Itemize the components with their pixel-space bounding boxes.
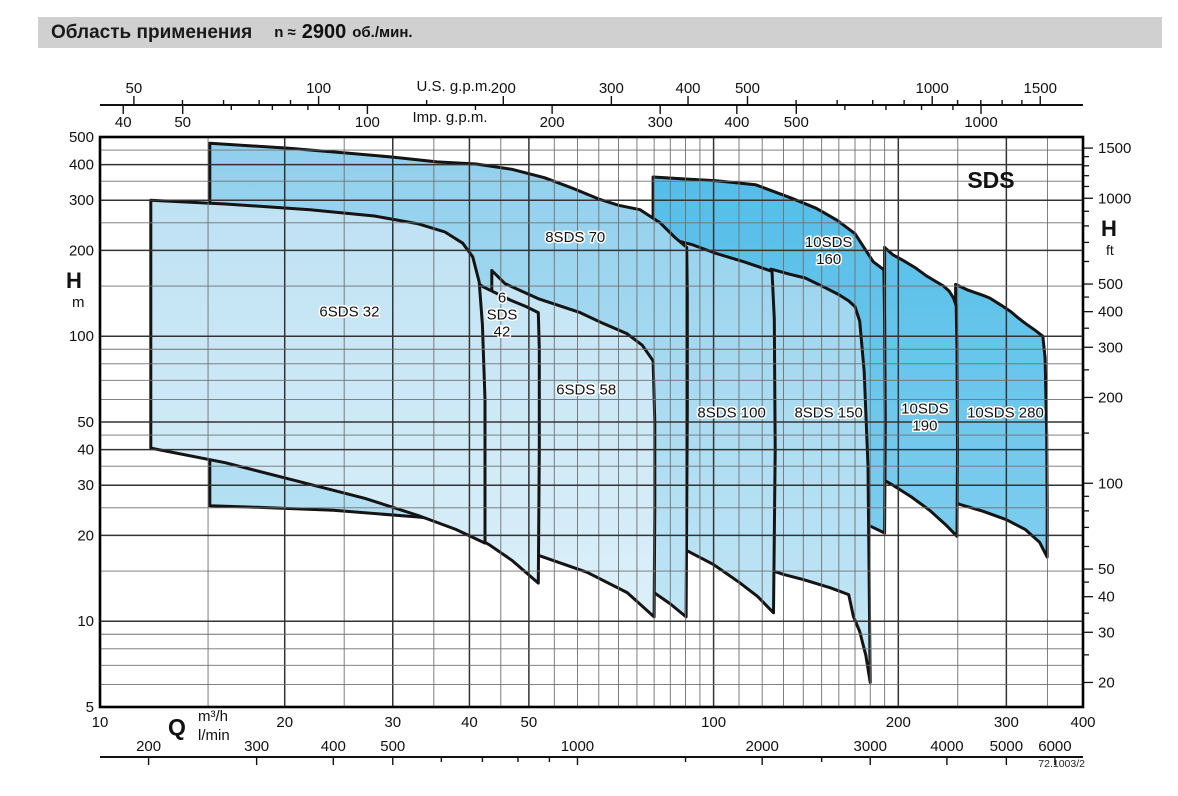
q-m3h-tick-label: 100 bbox=[701, 714, 726, 731]
lmin-tick-label: 4000 bbox=[930, 738, 963, 755]
h-ft-tick-label: 50 bbox=[1098, 561, 1115, 578]
region-8sds-150 bbox=[769, 267, 872, 684]
q-m3h-unit: m³/h bbox=[198, 708, 228, 725]
h-left-axis-label: H bbox=[66, 268, 82, 293]
h-ft-tick-label: 1500 bbox=[1098, 140, 1131, 157]
q-axis-label: Q bbox=[168, 714, 186, 740]
speed-prefix: n ≈ bbox=[274, 24, 296, 41]
speed-value: 2900 bbox=[301, 21, 347, 43]
imp-gpm-tick-label: 400 bbox=[724, 114, 749, 131]
series-badge: SDS bbox=[967, 167, 1015, 193]
us-gpm-tick-label: 1000 bbox=[916, 80, 949, 97]
doc-code: 72.1003/2 bbox=[1038, 758, 1085, 770]
h-m-tick-label: 30 bbox=[77, 477, 94, 494]
us-gpm-tick-label: 1500 bbox=[1024, 80, 1057, 97]
us-gpm-tick-label: 400 bbox=[676, 80, 701, 97]
q-m3h-tick-label: 300 bbox=[994, 714, 1019, 731]
imp-gpm-tick-label: 1000 bbox=[964, 114, 997, 131]
imp-gpm-tick-label: 200 bbox=[540, 114, 565, 131]
h-m-tick-label: 50 bbox=[77, 414, 94, 431]
imp-gpm-tick-label: 300 bbox=[648, 114, 673, 131]
h-m-tick-label: 500 bbox=[69, 129, 94, 146]
h-right-axis-label: H bbox=[1101, 216, 1117, 241]
right-axis: 20 30 40 50 100 200 300 400 500 1000 1500 bbox=[1083, 140, 1131, 691]
lmin-tick-label: 1000 bbox=[561, 738, 594, 755]
h-ft-tick-label: 30 bbox=[1098, 624, 1115, 641]
region-label-6sds-32: 6SDS 32 bbox=[319, 304, 379, 321]
us-gpm-tick-label: 300 bbox=[599, 80, 624, 97]
h-m-tick-label: 200 bbox=[69, 242, 94, 259]
left-axis: 5 10 20 30 40 50 100 200 300 400 500 bbox=[69, 129, 94, 716]
region-label-8sds-150: 8SDS 150 bbox=[794, 404, 862, 421]
region-label-10sds-190: 190 bbox=[912, 418, 937, 435]
header-bar: Область применения n ≈ 2900 об./мин. bbox=[38, 17, 1162, 48]
q-m3h-tick-label: 50 bbox=[521, 714, 538, 731]
q-m3h-tick-label: 400 bbox=[1071, 714, 1096, 731]
h-left-axis-unit: m bbox=[72, 294, 85, 311]
h-ft-tick-label: 400 bbox=[1098, 304, 1123, 321]
h-ft-tick-label: 40 bbox=[1098, 589, 1115, 606]
region-label-10sds-160: 10SDS bbox=[805, 234, 853, 251]
q-m3h-tick-label: 10 bbox=[92, 714, 109, 731]
lmin-tick-label: 6000 bbox=[1038, 738, 1071, 755]
q-m3h-tick-label: 40 bbox=[461, 714, 478, 731]
q-m3h-tick-label: 200 bbox=[886, 714, 911, 731]
lmin-tick-label: 5000 bbox=[990, 738, 1023, 755]
region-10sds-190 bbox=[883, 245, 959, 538]
h-ft-tick-label: 100 bbox=[1098, 475, 1123, 492]
region-label-6sds-58: 6SDS 58 bbox=[556, 382, 616, 399]
h-ft-tick-label: 500 bbox=[1098, 276, 1123, 293]
page-title: Область применения bbox=[51, 21, 253, 43]
lmin-tick-label: 200 bbox=[136, 738, 161, 755]
region-label-6sds-42: 6 bbox=[498, 290, 506, 307]
us-gpm-axis-label: U.S. g.p.m. bbox=[416, 78, 492, 95]
plot-border bbox=[98, 135, 1085, 709]
region-label-6sds-42: 42 bbox=[494, 324, 511, 341]
h-m-tick-label: 10 bbox=[77, 613, 94, 630]
h-m-tick-label: 40 bbox=[77, 442, 94, 459]
q-lmin-unit: l/min bbox=[198, 727, 230, 744]
region-label-10sds-190: 10SDS bbox=[901, 401, 949, 418]
speed-unit: об./мин. bbox=[352, 24, 413, 41]
h-m-tick-label: 5 bbox=[86, 699, 94, 716]
us-gpm-tick-label: 500 bbox=[735, 80, 760, 97]
lmin-tick-label: 3000 bbox=[854, 738, 887, 755]
region-8sds-100 bbox=[676, 239, 777, 615]
lmin-tick-label: 2000 bbox=[745, 738, 778, 755]
h-m-tick-label: 300 bbox=[69, 192, 94, 209]
h-ft-tick-label: 200 bbox=[1098, 389, 1123, 406]
lmin-tick-label: 500 bbox=[380, 738, 405, 755]
h-right-axis-unit: ft bbox=[1106, 242, 1114, 258]
region-label-8sds-70: 8SDS 70 bbox=[545, 229, 605, 246]
us-gpm-tick-label: 100 bbox=[306, 80, 331, 97]
h-m-tick-label: 20 bbox=[77, 527, 94, 544]
imp-gpm-axis-label: Imp. g.p.m. bbox=[412, 109, 488, 126]
h-m-tick-label: 100 bbox=[69, 328, 94, 345]
imp-gpm-tick-label: 40 bbox=[115, 114, 132, 131]
h-ft-tick-label: 1000 bbox=[1098, 190, 1131, 207]
q-m3h-tick-label: 20 bbox=[276, 714, 293, 731]
region-label-6sds-42: SDS bbox=[487, 307, 518, 324]
region-label-8sds-100: 8SDS 100 bbox=[697, 404, 765, 421]
imp-gpm-tick-label: 100 bbox=[355, 114, 380, 131]
h-ft-tick-label: 20 bbox=[1098, 674, 1115, 691]
imp-gpm-tick-label: 50 bbox=[174, 114, 191, 131]
bottom-scale: 10 20 30 40 50 100 200 300 400 200 300 400 500 1000 20… bbox=[92, 714, 1096, 765]
lmin-tick-label: 300 bbox=[244, 738, 269, 755]
h-ft-tick-label: 300 bbox=[1098, 339, 1123, 356]
q-m3h-tick-label: 30 bbox=[384, 714, 401, 731]
region-10sds-280 bbox=[954, 282, 1049, 559]
region-label-10sds-160: 160 bbox=[816, 251, 841, 268]
us-gpm-tick-label: 200 bbox=[491, 80, 516, 97]
imp-gpm-tick-label: 500 bbox=[784, 114, 809, 131]
gridlines bbox=[100, 137, 1083, 707]
us-gpm-tick-label: 50 bbox=[126, 80, 143, 97]
h-m-tick-label: 400 bbox=[69, 157, 94, 174]
region-label-10sds-280: 10SDS 280 bbox=[967, 404, 1044, 421]
lmin-tick-label: 400 bbox=[321, 738, 346, 755]
